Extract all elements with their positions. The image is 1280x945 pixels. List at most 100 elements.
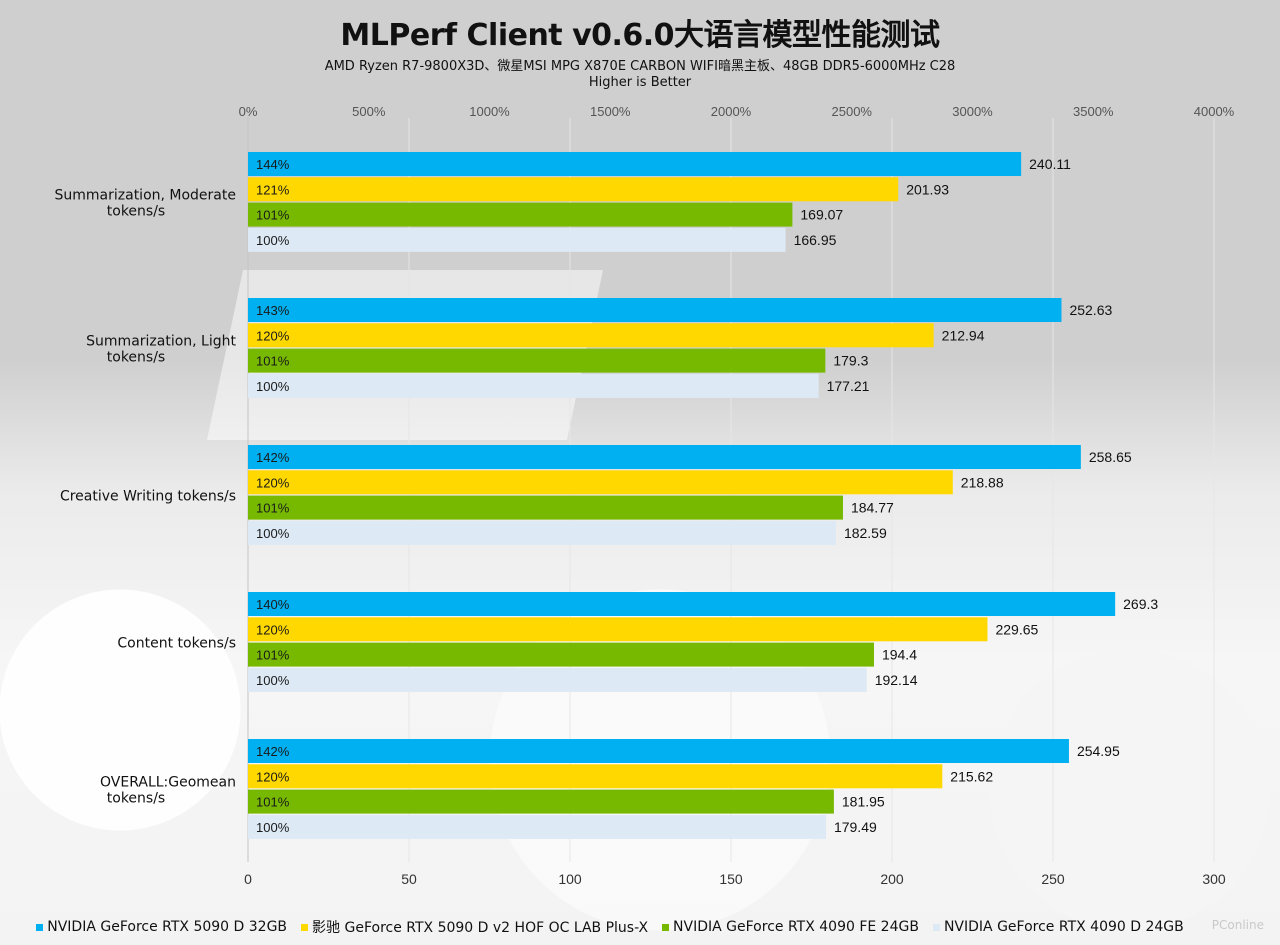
chart-title: MLPerf Client v0.6.0大语言模型性能测试	[340, 18, 940, 53]
x-tick-label: 150	[719, 871, 743, 887]
bar	[248, 152, 1022, 176]
data-label: 194.4	[882, 647, 917, 663]
category-label: Summarization, Moderate	[55, 188, 237, 204]
bar-percent-label: 142%	[256, 450, 290, 465]
data-label: 181.95	[842, 794, 885, 810]
bar	[248, 348, 826, 373]
bar	[248, 667, 867, 692]
data-label: 179.3	[833, 353, 868, 369]
bar	[248, 470, 953, 495]
bar-percent-label: 142%	[256, 744, 290, 759]
x2-tick-label: 0%	[239, 104, 258, 119]
data-label: 258.65	[1089, 449, 1132, 465]
category-label: OVERALL:Geomean	[100, 775, 236, 791]
legend-item: NVIDIA GeForce RTX 5090 D 32GB	[36, 917, 287, 937]
legend-swatch-icon	[301, 923, 309, 931]
category-label: Creative Writing tokens/s	[60, 489, 236, 505]
data-label: 218.88	[961, 474, 1004, 490]
legend-swatch-icon	[662, 923, 670, 931]
x-tick-label: 50	[401, 871, 417, 887]
data-label: 192.14	[875, 672, 918, 688]
bar-percent-label: 140%	[256, 597, 290, 612]
chart-subtitle: AMD Ryzen R7-9800X3D、微星MSI MPG X870E CAR…	[324, 59, 956, 74]
x2-tick-label: 1000%	[469, 104, 510, 119]
category-label: tokens/s	[107, 791, 165, 807]
data-label: 212.94	[942, 327, 985, 343]
bar	[248, 177, 899, 202]
bar-percent-label: 120%	[256, 328, 290, 343]
bar-percent-label: 100%	[256, 673, 290, 688]
x2-tick-label: 500%	[352, 104, 386, 119]
legend: NVIDIA GeForce RTX 5090 D 32GB 影驰 GeForc…	[0, 917, 1280, 937]
x-tick-label: 100	[558, 871, 582, 887]
bar-percent-label: 100%	[256, 526, 290, 541]
bar	[248, 373, 819, 398]
legend-item: NVIDIA GeForce RTX 4090 D 24GB	[932, 917, 1184, 937]
x-tick-label: 200	[880, 871, 904, 887]
legend-label: NVIDIA GeForce RTX 5090 D 32GB	[47, 919, 288, 935]
bar-percent-label: 101%	[256, 354, 290, 369]
watermark: PConline	[1211, 918, 1264, 932]
bar-percent-label: 120%	[256, 769, 290, 784]
legend-label: 影驰 GeForce RTX 5090 D v2 HOF OC LAB Plus…	[312, 920, 649, 936]
category-label: tokens/s	[107, 350, 165, 366]
bar-percent-label: 100%	[256, 379, 290, 394]
x2-tick-label: 2500%	[832, 104, 873, 119]
data-label: 177.21	[827, 378, 870, 394]
data-label: 169.07	[800, 207, 843, 223]
bar	[248, 789, 834, 814]
legend-swatch-icon	[932, 923, 940, 931]
x2-tick-label: 1500%	[590, 104, 631, 119]
x2-tick-label: 4000%	[1194, 104, 1235, 119]
legend-label: NVIDIA GeForce RTX 4090 FE 24GB	[673, 919, 919, 935]
data-label: 240.11	[1029, 156, 1071, 172]
bar	[248, 323, 934, 348]
bar-percent-label: 101%	[256, 208, 290, 223]
bar-percent-label: 100%	[256, 233, 290, 248]
bar	[248, 739, 1069, 763]
data-label: 184.77	[851, 500, 894, 516]
bar	[248, 202, 793, 227]
bar-percent-label: 120%	[256, 622, 290, 637]
bar-percent-label: 143%	[256, 303, 290, 318]
legend-swatch-icon	[36, 923, 44, 931]
bar	[248, 617, 988, 642]
x-tick-label: 0	[244, 871, 252, 887]
x2-tick-label: 2000%	[711, 104, 752, 119]
bar-percent-label: 101%	[256, 648, 290, 663]
legend-item: NVIDIA GeForce RTX 4090 FE 24GB	[662, 917, 919, 937]
bar-percent-label: 144%	[256, 157, 290, 172]
bar	[248, 764, 943, 789]
data-label: 269.3	[1123, 596, 1158, 612]
bar-percent-label: 121%	[256, 182, 290, 197]
data-label: 215.62	[950, 768, 993, 784]
category-label: tokens/s	[107, 204, 165, 220]
data-label: 166.95	[794, 232, 837, 248]
bar	[248, 227, 786, 252]
bar	[248, 592, 1116, 616]
category-label: Summarization, Light	[86, 334, 236, 350]
x-tick-label: 300	[1202, 871, 1226, 887]
data-label: 252.63	[1069, 302, 1112, 318]
bar-percent-label: 101%	[256, 795, 290, 810]
data-label: 179.49	[834, 819, 877, 835]
bar	[248, 520, 836, 545]
data-label: 254.95	[1077, 743, 1120, 759]
data-label: 229.65	[995, 621, 1038, 637]
chart-subtitle-higher-is-better: Higher is Better	[588, 75, 692, 90]
data-label: 201.93	[906, 181, 949, 197]
x2-tick-label: 3500%	[1073, 104, 1114, 119]
bar	[248, 814, 826, 839]
x-tick-label: 250	[1041, 871, 1065, 887]
legend-item: 影驰 GeForce RTX 5090 D v2 HOF OC LAB Plus…	[301, 917, 648, 937]
category-label: Content tokens/s	[117, 636, 236, 652]
bar	[248, 495, 843, 520]
x2-tick-label: 3000%	[952, 104, 993, 119]
bar	[248, 445, 1081, 469]
bar-percent-label: 101%	[256, 501, 290, 516]
data-label: 182.59	[844, 525, 887, 541]
legend-label: NVIDIA GeForce RTX 4090 D 24GB	[943, 919, 1184, 935]
bar	[248, 642, 874, 667]
bar	[248, 298, 1062, 322]
